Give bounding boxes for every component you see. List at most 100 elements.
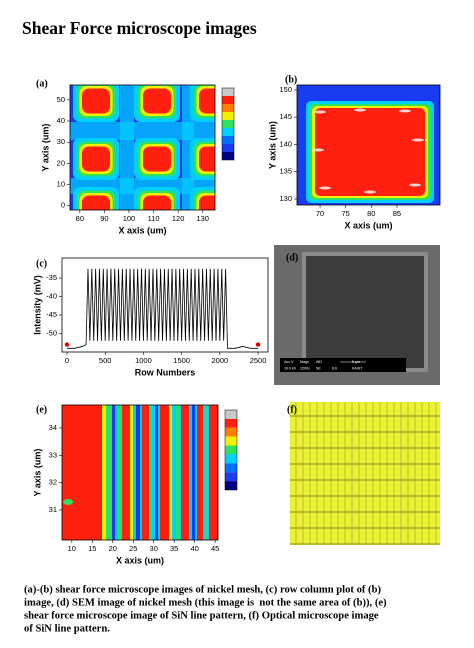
y-axis-label: Y axis (um) (40, 124, 50, 172)
axes: 80 90 100 110 120 130 0 10 20 30 40 50 X axis (um) (57, 84, 216, 235)
plot-frame (296, 84, 441, 206)
x-tick-label: 30 (150, 544, 158, 553)
heatmap-blob (199, 195, 215, 210)
x-tick-label: 90 (100, 214, 108, 223)
x-tick-label: 75 (342, 209, 350, 218)
panel-label: (a) (36, 78, 48, 89)
panel-label: (c) (36, 258, 47, 269)
heatmap-blob (199, 88, 215, 114)
x-tick-label: 10 (68, 544, 76, 553)
heatmap-stripe (169, 405, 172, 540)
heatmap-blob (82, 195, 110, 210)
colorbar-step (225, 445, 237, 455)
y-tick-label: 10 (57, 180, 65, 189)
panel-label: (b) (285, 74, 297, 85)
x-tick-label: 45 (211, 544, 219, 553)
colorbar (224, 409, 238, 491)
caption-line: shear force microscope image of SiN line… (24, 610, 379, 621)
x-axis-label: Row Numbers (135, 367, 196, 377)
y-tick-label: 30 (57, 137, 65, 146)
y-axis-label: Intensity (mV) (32, 275, 42, 335)
heatmap-stripe (112, 405, 115, 540)
heatmap-speck (314, 110, 326, 114)
colorbar-step (225, 463, 237, 473)
line-series (66, 268, 259, 349)
x-tick-label: 1000 (135, 356, 152, 365)
panel-label: (d) (286, 252, 298, 263)
panel-label: (e) (36, 404, 47, 415)
marker (64, 342, 70, 347)
x-tick-label: 80 (367, 209, 375, 218)
colorbar-step (222, 104, 234, 112)
sem-info-text: Acc.V (284, 360, 294, 364)
heatmap-speck (312, 148, 324, 152)
sem-info-text: WD (316, 360, 322, 364)
x-tick-label: 35 (170, 544, 178, 553)
colorbar-step (225, 427, 237, 437)
optical-glow (290, 402, 440, 545)
heatmap-stripe (142, 405, 149, 540)
heatmap-blob (315, 108, 425, 196)
colorbar-step (222, 120, 234, 128)
heatmap-stripe (118, 405, 122, 540)
caption-line: of SiN line pattern. (24, 623, 110, 634)
axes: 10 15 20 25 30 35 40 45 31 32 33 34 X axis (um) (49, 404, 219, 565)
y-tick-label: -50 (46, 328, 57, 337)
colorbar-step (225, 418, 237, 428)
x-tick-label: 70 (316, 209, 324, 218)
plot-frame (61, 257, 269, 353)
x-tick-label: 100 (123, 214, 136, 223)
page-title: Shear Force microscope images (22, 18, 257, 38)
y-tick-label: -40 (46, 291, 57, 300)
heatmap-blob (143, 88, 171, 114)
y-tick-label: 33 (49, 450, 57, 459)
heatmap-stripe (102, 405, 106, 540)
heatmap-speck (364, 190, 376, 194)
x-tick-label: 2500 (250, 356, 267, 365)
y-tick-label: 150 (279, 85, 292, 94)
sem-info-text: SE (316, 366, 321, 370)
sem-info-text: 8.6 (332, 366, 337, 370)
heatmap-image (297, 85, 440, 205)
y-tick-label: 135 (279, 167, 292, 176)
x-tick-label: 500 (99, 356, 112, 365)
heatmap-speck (409, 183, 421, 187)
x-tick-label: 25 (129, 544, 137, 553)
y-tick-label: 50 (57, 95, 65, 104)
caption-line: (a)-(b) shear force microscope images of… (24, 584, 381, 595)
heatmap-blob (143, 195, 171, 210)
colorbar-step (225, 472, 237, 482)
sem-info-text: 1200x (300, 366, 310, 370)
y-tick-label: -35 (46, 273, 57, 282)
heatmap-stripe (205, 405, 208, 540)
y-tick-label: 145 (279, 112, 292, 121)
colorbar-step (222, 112, 234, 120)
y-tick-label: 34 (49, 423, 57, 432)
heatmap-stripe (192, 405, 195, 540)
heatmap-stripe (106, 405, 112, 540)
heatmap-speck (399, 109, 411, 113)
colorbar-step (222, 128, 234, 136)
panel-label: (f) (287, 404, 297, 415)
heatmap-stripe (62, 405, 102, 540)
x-tick-label: 15 (88, 544, 96, 553)
heatmap-image (70, 85, 215, 210)
y-tick-label: 31 (49, 505, 57, 514)
sem-info-text: KAIST (352, 366, 363, 370)
heatmap-stripe (155, 405, 158, 540)
heatmap-stripe (122, 405, 130, 540)
colorbar-step (222, 136, 234, 144)
caption-line: image, (d) SEM image of nickel mesh (thi… (24, 597, 387, 608)
colorbar-step (225, 454, 237, 464)
heatmap-stripe (209, 405, 218, 540)
x-axis-label: X axis (um) (116, 555, 164, 565)
y-tick-label: 32 (49, 478, 57, 487)
heatmap-band (70, 122, 215, 140)
y-tick-label: -45 (46, 310, 57, 319)
x-axis-label: X axis (um) (118, 225, 166, 235)
x-tick-label: 2000 (212, 356, 229, 365)
colorbar-step (225, 481, 237, 490)
x-tick-label: 20 (109, 544, 117, 553)
